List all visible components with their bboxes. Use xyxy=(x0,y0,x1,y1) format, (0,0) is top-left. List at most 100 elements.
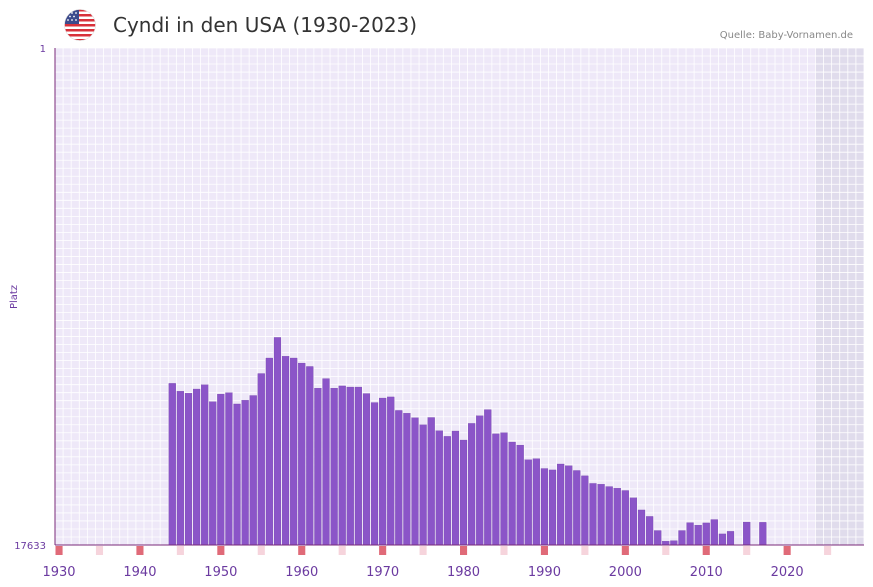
marker-1980 xyxy=(460,546,468,555)
x-tick-1940: 1940 xyxy=(123,565,156,580)
grid-lines xyxy=(54,47,865,546)
bar-1986 xyxy=(508,441,516,546)
bar-1996 xyxy=(589,483,597,546)
bar-1999 xyxy=(613,488,621,546)
x-tick-2010: 2010 xyxy=(690,565,723,580)
year-markers xyxy=(55,546,832,555)
bar-1964 xyxy=(330,388,338,546)
marker-1975 xyxy=(419,546,427,555)
marker-2015 xyxy=(743,546,751,555)
bar-2000 xyxy=(621,490,629,546)
bar-1975 xyxy=(419,424,427,546)
bar-1949 xyxy=(209,401,217,546)
bar-1994 xyxy=(573,470,581,546)
y-top-label: 1 xyxy=(40,44,46,55)
bar-1970 xyxy=(379,397,387,546)
bar-1989 xyxy=(532,458,540,546)
bar-1947 xyxy=(192,388,201,546)
bar-1995 xyxy=(581,475,589,546)
x-tick-1930: 1930 xyxy=(42,565,75,580)
bar-1969 xyxy=(370,402,379,546)
bar-1960 xyxy=(298,362,306,546)
bar-1957 xyxy=(273,337,282,546)
bar-1992 xyxy=(557,463,565,546)
bar-1963 xyxy=(322,378,330,546)
marker-2000 xyxy=(621,546,629,555)
marker-2020 xyxy=(783,546,791,555)
bar-1974 xyxy=(411,417,419,546)
bar-2015 xyxy=(743,521,751,546)
bar-1987 xyxy=(516,444,524,546)
bar-1956 xyxy=(265,357,273,546)
marker-2010 xyxy=(702,546,710,555)
x-tick-1980: 1980 xyxy=(447,565,480,580)
bar-1965 xyxy=(338,385,346,546)
bar-2005 xyxy=(662,541,670,546)
bar-1958 xyxy=(281,356,290,546)
bar-2012 xyxy=(718,533,727,546)
bar-1980 xyxy=(459,439,468,546)
marker-1930 xyxy=(55,546,63,555)
bar-1966 xyxy=(346,386,354,546)
bar-1993 xyxy=(565,465,573,546)
marker-1940 xyxy=(136,546,144,555)
x-tick-1950: 1950 xyxy=(204,565,237,580)
chart-header: Cyndi in den USA (1930-2023) Quelle: Bab… xyxy=(0,0,873,48)
bar-1946 xyxy=(184,393,193,546)
marker-1945 xyxy=(176,546,184,555)
x-tick-1960: 1960 xyxy=(285,565,318,580)
us-flag-icon xyxy=(64,9,96,41)
bar-1976 xyxy=(427,417,435,546)
bar-1971 xyxy=(387,396,395,546)
bar-1982 xyxy=(476,415,484,546)
bar-2013 xyxy=(726,531,735,546)
x-tick-2000: 2000 xyxy=(609,565,642,580)
bar-2003 xyxy=(646,516,654,546)
marker-1960 xyxy=(298,546,306,555)
x-tick-labels: 1930 1940 1950 1960 1970 1980 1990 2000 2010 2020 xyxy=(42,565,803,580)
x-tick-1990: 1990 xyxy=(528,565,561,580)
marker-1970 xyxy=(379,546,387,555)
bar-1972 xyxy=(395,410,403,546)
bar-2008 xyxy=(686,522,694,546)
y-axis-title: Platz xyxy=(9,285,20,309)
bar-1948 xyxy=(201,384,209,546)
bar-1954 xyxy=(249,395,257,546)
bar-1979 xyxy=(451,430,460,546)
bar-1973 xyxy=(403,413,411,546)
bar-1977 xyxy=(435,430,443,546)
bar-1978 xyxy=(443,436,451,546)
bar-1967 xyxy=(354,386,362,546)
marker-1990 xyxy=(540,546,548,555)
bar-1953 xyxy=(241,400,249,546)
bar-1951 xyxy=(225,392,233,546)
x-tick-2020: 2020 xyxy=(771,565,804,580)
bar-2004 xyxy=(654,530,662,546)
bar-1981 xyxy=(468,423,476,546)
marker-2005 xyxy=(662,546,670,555)
bar-2007 xyxy=(678,530,686,546)
marker-1995 xyxy=(581,546,589,555)
chart-title: Cyndi in den USA (1930-2023) xyxy=(113,13,418,37)
bar-1961 xyxy=(306,366,314,546)
bar-1983 xyxy=(484,409,492,546)
bar-1968 xyxy=(362,393,371,546)
bar-2001 xyxy=(629,497,638,546)
bar-2009 xyxy=(694,525,702,546)
bar-2010 xyxy=(702,522,710,546)
bar-1991 xyxy=(548,469,557,546)
marker-2025 xyxy=(824,546,832,555)
bar-1945 xyxy=(176,391,184,546)
bar-1950 xyxy=(217,393,225,546)
bar-1959 xyxy=(290,357,298,546)
marker-1985 xyxy=(500,546,508,555)
y-bottom-label: 17633 xyxy=(14,541,46,552)
marker-1950 xyxy=(217,546,225,555)
bar-2011 xyxy=(710,519,718,546)
bar-1998 xyxy=(605,486,613,546)
marker-1935 xyxy=(95,546,104,555)
bar-1990 xyxy=(540,468,549,546)
bar-2002 xyxy=(637,509,646,546)
bar-1952 xyxy=(233,403,241,546)
marker-1965 xyxy=(338,546,346,555)
